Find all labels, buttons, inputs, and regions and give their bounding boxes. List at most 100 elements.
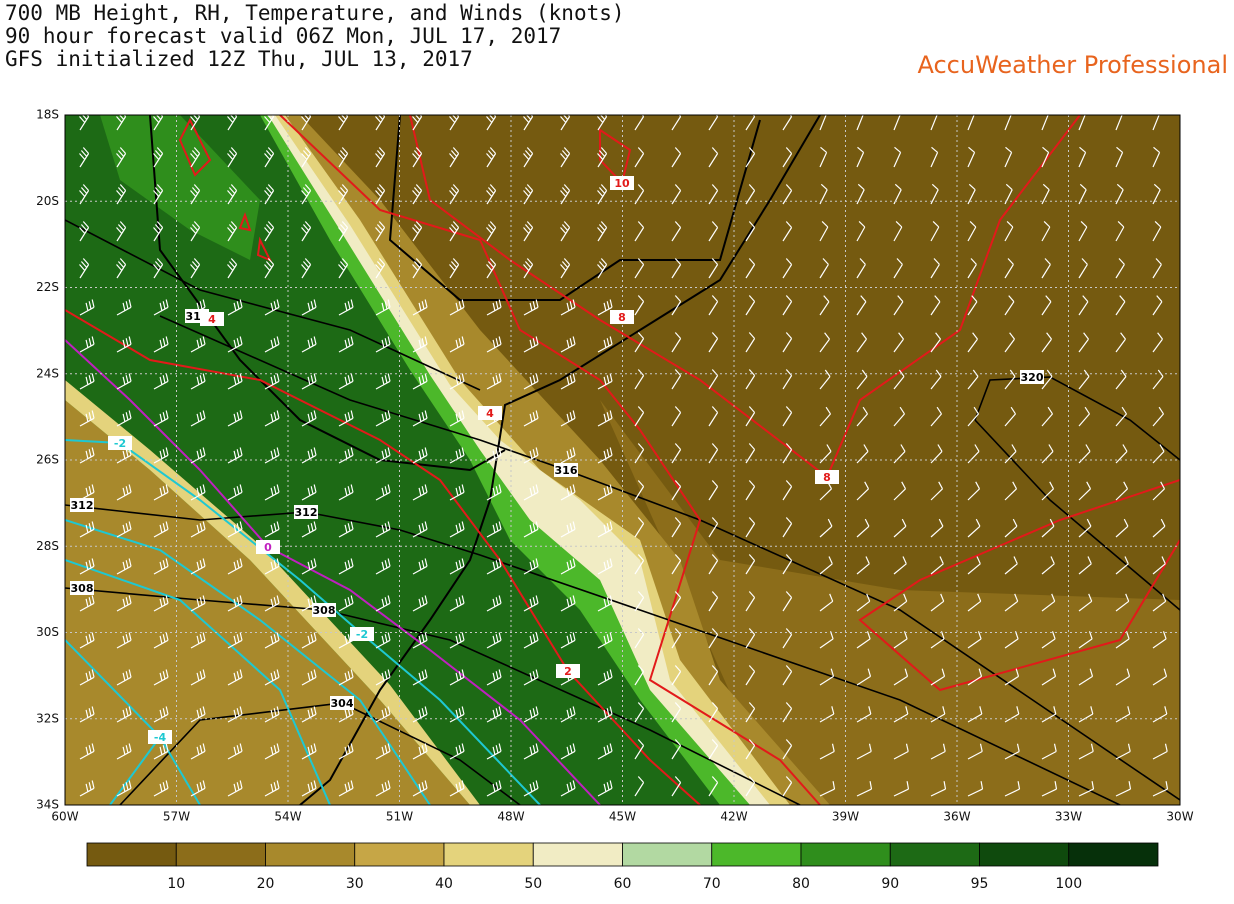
wind-barb xyxy=(819,406,832,427)
wind-barb xyxy=(1078,743,1094,760)
wind-barb xyxy=(782,332,793,353)
wind-barb xyxy=(79,632,95,649)
wind-barb xyxy=(264,780,280,797)
wind-barb xyxy=(671,258,682,279)
wind-barb xyxy=(671,480,682,501)
wind-barb xyxy=(486,336,502,353)
wind-barb xyxy=(227,632,243,649)
lon-label: 57W xyxy=(163,810,190,824)
lon-label: 45W xyxy=(609,810,636,824)
wind-barb xyxy=(153,373,169,390)
wind-barb xyxy=(116,447,132,464)
wind-barb xyxy=(190,669,206,686)
wind-barb xyxy=(1078,332,1089,353)
map-field xyxy=(65,115,1180,805)
wind-barb xyxy=(412,669,428,686)
wind-barb xyxy=(190,115,201,131)
brand: AccuWeather Professional xyxy=(917,51,1228,79)
legend-label: 95 xyxy=(971,876,989,892)
wind-barb xyxy=(227,558,243,575)
wind-barb xyxy=(1152,115,1160,131)
wind-barb xyxy=(116,521,132,538)
wind-barb xyxy=(523,410,539,427)
wind-barb xyxy=(708,332,719,353)
wind-barb xyxy=(116,558,132,575)
wind-barb xyxy=(190,336,206,353)
wind-barb xyxy=(523,780,539,797)
wind-barb xyxy=(1004,706,1020,723)
wind-barb xyxy=(1078,668,1094,686)
wind-barb xyxy=(930,406,943,427)
wind-barb xyxy=(449,780,465,797)
wind-barb xyxy=(412,147,423,168)
wind-barb xyxy=(338,447,354,464)
wind-barb xyxy=(745,702,756,723)
contour-label: 304 xyxy=(331,697,354,710)
wind-barb xyxy=(486,706,502,723)
lat-label: 18S xyxy=(36,108,59,122)
legend-label: 80 xyxy=(792,876,810,892)
wind-barb xyxy=(264,373,280,390)
wind-barb xyxy=(856,743,872,760)
contour-label-box xyxy=(556,664,580,678)
wind-barb xyxy=(190,706,206,723)
legend-label: 100 xyxy=(1055,876,1082,892)
wind-barb xyxy=(190,632,206,649)
wind-barb xyxy=(116,484,132,501)
wind-barb xyxy=(1004,668,1020,686)
wind-barb xyxy=(1041,706,1057,723)
wind-barb xyxy=(967,295,978,316)
wind-barb xyxy=(1078,706,1094,723)
wind-barb xyxy=(1152,518,1166,538)
wind-barb xyxy=(708,591,719,612)
wind-barb xyxy=(153,184,164,205)
wind-barb xyxy=(597,669,613,686)
wind-barb xyxy=(116,410,132,427)
wind-barb xyxy=(412,221,423,242)
wind-barb xyxy=(1078,556,1092,575)
contour-label-box xyxy=(312,603,336,617)
wind-barb xyxy=(412,336,428,353)
wind-barb xyxy=(671,295,682,316)
wind-barb xyxy=(930,481,944,501)
wind-barb xyxy=(1115,332,1126,353)
wind-barb xyxy=(708,295,719,316)
wind-barb xyxy=(967,406,980,427)
wind-barb xyxy=(486,258,497,279)
wind-barb xyxy=(930,518,944,538)
wind-barb xyxy=(745,628,756,649)
wind-barb xyxy=(190,780,206,797)
wind-barb xyxy=(597,410,613,427)
wind-barb xyxy=(671,591,682,612)
wind-barb xyxy=(930,369,942,390)
wind-barb xyxy=(153,410,169,427)
wind-barb xyxy=(597,336,613,353)
wind-barb xyxy=(1004,115,1012,131)
wind-barb xyxy=(264,521,280,538)
wind-barb xyxy=(930,115,938,131)
contour-label-box xyxy=(610,176,634,190)
wind-barb xyxy=(560,184,571,205)
wind-barb xyxy=(264,184,275,205)
wind-barb xyxy=(338,115,349,131)
contour-label: 0 xyxy=(264,541,272,554)
wind-barb xyxy=(856,668,872,686)
wind-barb xyxy=(856,706,872,723)
wind-barb xyxy=(523,484,539,501)
contour-label-box xyxy=(294,505,318,519)
wind-barb xyxy=(930,332,941,353)
wind-barb xyxy=(856,406,869,427)
wind-barb xyxy=(375,743,391,760)
lat-label: 22S xyxy=(36,280,59,294)
wind-barb xyxy=(338,258,349,279)
wind-barb xyxy=(1041,369,1053,390)
wind-barb xyxy=(1115,183,1124,205)
wind-barb xyxy=(708,702,719,723)
wind-barb xyxy=(967,332,978,353)
wind-barb xyxy=(412,373,428,390)
wind-barb xyxy=(930,556,944,575)
wind-barb xyxy=(116,221,127,242)
wind-barb xyxy=(449,336,465,353)
